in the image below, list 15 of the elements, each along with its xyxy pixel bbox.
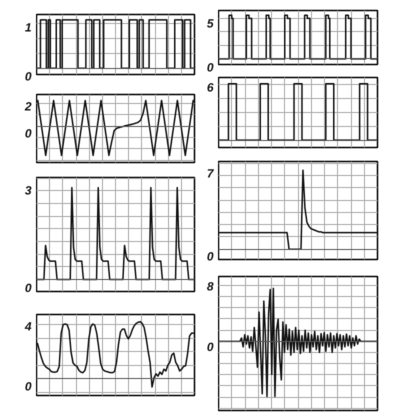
chart-title: 4 <box>24 320 32 334</box>
chart-title: 8 <box>206 280 214 294</box>
text: 0 <box>206 340 214 354</box>
text: 0 <box>206 60 214 74</box>
text: 0 <box>24 281 32 296</box>
text: 0 <box>24 379 32 394</box>
text: 0 <box>24 126 32 141</box>
chart-title: 7 <box>206 166 215 180</box>
text: 0 <box>206 250 214 264</box>
chart-title: 1 <box>24 20 32 34</box>
chart-title: 3 <box>24 184 32 198</box>
chart-title: 2 <box>24 100 32 114</box>
text: 0 <box>24 70 32 84</box>
chart-title: 5 <box>206 16 214 30</box>
chart-title: 6 <box>206 80 214 94</box>
